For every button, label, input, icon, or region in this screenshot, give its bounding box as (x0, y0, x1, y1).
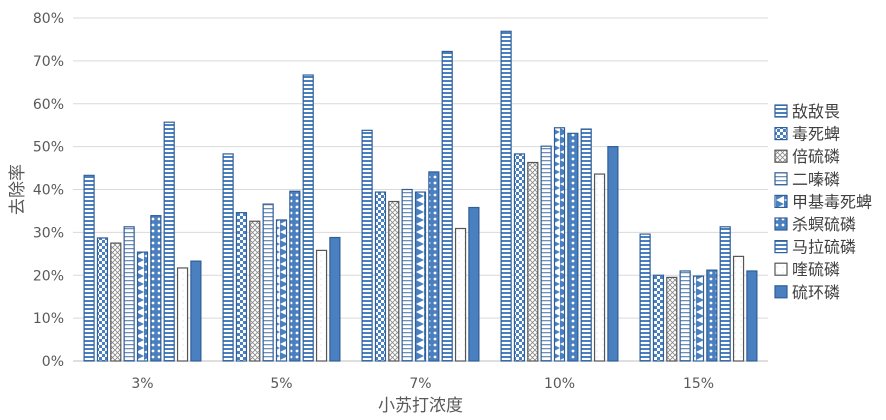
bar (567, 132, 579, 362)
bar (719, 226, 731, 362)
bar (96, 237, 109, 362)
bar (593, 173, 606, 362)
bar (315, 249, 328, 362)
x-tick-label: 10% (544, 376, 575, 392)
bar (401, 188, 413, 362)
legend-swatch (774, 285, 788, 299)
bar (441, 50, 453, 362)
bar (302, 74, 314, 362)
y-axis-title: 去除率 (8, 164, 28, 215)
bar (553, 127, 566, 362)
legend-label: 甲基毒死蜱 (792, 192, 872, 211)
bar (706, 269, 718, 362)
legend-swatch (774, 104, 788, 118)
legend-label: 二嗪磷 (792, 170, 840, 189)
legend-swatch (774, 149, 788, 163)
legend-label: 马拉硫磷 (792, 238, 856, 257)
bar (176, 267, 189, 362)
bar (414, 191, 427, 362)
bar (540, 145, 552, 362)
legend-label: 敌敌畏 (792, 102, 840, 121)
legend-swatch (774, 217, 788, 231)
y-tick-label: 50% (33, 140, 64, 156)
bar (329, 236, 341, 362)
y-tick-labels: 0% 10% 20% 30% 40% 50% 60% 70% 80% (33, 11, 64, 370)
legend-label: 硫环磷 (792, 283, 840, 302)
bar (513, 153, 526, 362)
bar (732, 255, 745, 362)
y-tick-label: 40% (33, 183, 64, 199)
x-tick-labels: 3% 5% 7% 10% 15% (131, 376, 714, 392)
bar (83, 174, 95, 362)
y-tick-label: 20% (33, 268, 64, 284)
legend-label: 喹硫磷 (792, 260, 840, 279)
bar (275, 219, 288, 362)
y-tick-label: 30% (33, 225, 64, 241)
bar (190, 260, 202, 362)
bar (289, 190, 301, 362)
bar (580, 128, 592, 362)
bar (163, 121, 175, 362)
bars (83, 30, 758, 362)
bar (666, 276, 678, 362)
bar (150, 215, 162, 362)
y-tick-label: 60% (33, 97, 64, 113)
y-tick-label: 70% (33, 54, 64, 70)
bar (679, 270, 691, 362)
x-tick-label: 7% (409, 376, 431, 392)
legend-swatch (774, 240, 788, 254)
bar (110, 242, 122, 362)
bar (388, 200, 400, 362)
legend-swatch (774, 194, 788, 208)
y-tick-label: 10% (33, 311, 64, 327)
bar (454, 227, 467, 362)
bar (652, 274, 665, 362)
y-tick-label: 0% (42, 354, 64, 370)
legend-label: 杀螟硫磷 (792, 215, 856, 234)
bar (746, 270, 758, 362)
y-gridlines (73, 17, 768, 362)
legend-label: 倍硫磷 (792, 147, 840, 166)
bar (527, 161, 539, 362)
y-tick-label: 80% (33, 11, 64, 27)
bar (607, 146, 619, 362)
bar (136, 251, 149, 362)
x-tick-label: 5% (270, 376, 292, 392)
legend-label: 毒死蜱 (792, 125, 840, 144)
bar (262, 203, 274, 362)
bar (235, 212, 248, 362)
bar (639, 233, 651, 362)
x-tick-label: 15% (683, 376, 714, 392)
bar (222, 153, 234, 362)
bar (500, 30, 512, 362)
bar (249, 220, 261, 362)
legend-swatch (774, 172, 788, 186)
x-tick-label: 3% (131, 376, 153, 392)
bar (468, 206, 480, 362)
legend-swatch (774, 262, 788, 276)
bar (374, 191, 387, 362)
bar (692, 275, 705, 362)
bar (428, 171, 440, 362)
bar (361, 129, 373, 362)
bar (123, 226, 135, 362)
x-axis-title: 小苏打浓度 (378, 396, 463, 416)
legend-swatch (774, 126, 788, 141)
